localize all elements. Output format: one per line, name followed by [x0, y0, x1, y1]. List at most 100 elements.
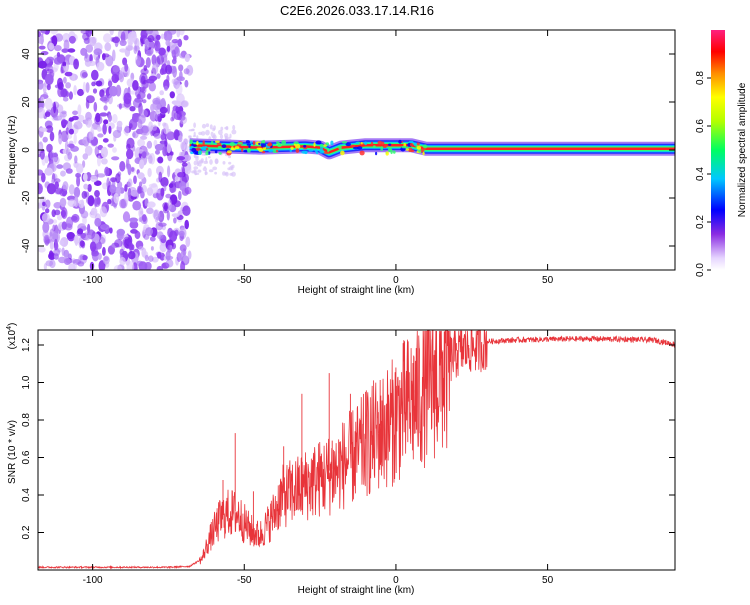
- noise-speck: [108, 114, 112, 122]
- noise-speck: [188, 163, 192, 170]
- noise-speck: [75, 172, 81, 178]
- noise-speck: [61, 119, 68, 126]
- track-blob: [303, 144, 307, 148]
- track-blob: [357, 146, 363, 150]
- track-blob: [325, 142, 330, 146]
- track-blob: [407, 147, 413, 152]
- track-blob: [262, 139, 266, 145]
- spectrogram-x-ticks: -100 -50 0 50: [83, 30, 554, 286]
- noise-speck: [209, 159, 213, 165]
- track-blob: [275, 149, 279, 153]
- noise-speck: [65, 127, 69, 135]
- noise-speck: [63, 249, 70, 258]
- noise-speck: [63, 257, 71, 265]
- noise-speck: [54, 178, 61, 183]
- noise-speck: [67, 48, 76, 53]
- snr-y-label: SNR (10 * v/v): [7, 420, 18, 484]
- noise-speck: [112, 49, 116, 62]
- track-blob: [205, 147, 209, 151]
- noise-speck: [112, 65, 120, 73]
- noise-speck: [39, 127, 48, 132]
- colorbar-tick-label: 0.4: [695, 167, 706, 181]
- noise-speck: [156, 73, 161, 79]
- noise-speck: [40, 96, 45, 103]
- noise-speck: [177, 38, 183, 48]
- track-blob: [256, 147, 262, 150]
- noise-speck: [200, 131, 206, 136]
- noise-speck: [113, 134, 117, 142]
- noise-speck: [107, 80, 113, 88]
- x-tick-label: 0: [393, 275, 399, 286]
- track-blob: [409, 140, 414, 143]
- noise-speck: [146, 140, 153, 149]
- noise-speck: [38, 183, 43, 195]
- noise-speck: [231, 171, 236, 177]
- noise-speck: [188, 129, 193, 132]
- track-blob: [267, 142, 272, 147]
- track-blob: [260, 143, 267, 148]
- noise-speck: [220, 126, 224, 131]
- track-blob: [201, 146, 206, 151]
- track-blob: [216, 142, 222, 146]
- noise-speck: [159, 106, 168, 114]
- noise-speck: [114, 239, 123, 248]
- noise-speck: [167, 165, 171, 178]
- noise-speck: [109, 184, 117, 194]
- noise-speck: [42, 82, 47, 94]
- noise-speck: [129, 217, 138, 223]
- track-blob: [227, 150, 232, 154]
- noise-speck: [45, 59, 50, 64]
- noise-speck: [205, 129, 210, 136]
- track-blob: [304, 150, 308, 155]
- noise-speck: [198, 162, 202, 167]
- noise-speck: [127, 178, 133, 188]
- noise-speck: [150, 103, 155, 112]
- noise-speck: [139, 124, 149, 136]
- track-blob: [199, 150, 202, 155]
- noise-speck: [97, 126, 102, 132]
- noise-speck: [140, 135, 148, 140]
- noise-speck: [80, 233, 87, 239]
- noise-speck: [127, 31, 137, 42]
- noise-speck: [218, 129, 223, 135]
- noise-speck: [154, 40, 161, 52]
- noise-speck: [38, 81, 44, 90]
- noise-speck: [100, 224, 109, 230]
- y-tick-label: -20: [21, 190, 32, 205]
- noise-speck: [53, 57, 63, 65]
- noise-speck: [182, 255, 189, 264]
- track-blob: [295, 143, 301, 149]
- noise-speck: [126, 261, 135, 270]
- track-blob: [246, 147, 251, 153]
- noise-speck: [100, 234, 107, 245]
- noise-speck: [51, 209, 56, 218]
- track-blob: [196, 140, 199, 146]
- noise-speck: [139, 159, 145, 170]
- track-blob: [345, 142, 352, 147]
- track-blob: [245, 140, 250, 144]
- noise-speck: [46, 84, 51, 91]
- track-blob: [340, 150, 345, 156]
- noise-speck: [89, 130, 95, 141]
- noise-speck: [165, 250, 171, 261]
- noise-speck: [164, 137, 168, 149]
- noise-speck: [82, 173, 88, 182]
- noise-speck: [202, 167, 208, 171]
- noise-speck: [79, 255, 83, 261]
- track-blob: [268, 149, 273, 153]
- noise-speck: [171, 213, 180, 218]
- noise-speck: [141, 86, 147, 94]
- noise-speck: [137, 172, 145, 180]
- noise-speck: [197, 169, 202, 173]
- noise-speck: [45, 125, 54, 133]
- noise-speck: [125, 45, 134, 51]
- noise-speck: [212, 134, 217, 140]
- noise-speck: [183, 154, 192, 162]
- noise-speck: [79, 240, 85, 248]
- noise-speck: [193, 169, 196, 174]
- noise-speck: [228, 161, 232, 165]
- noise-speck: [65, 82, 71, 89]
- noise-speck: [44, 167, 53, 176]
- noise-speck: [100, 146, 108, 158]
- noise-speck: [97, 155, 101, 167]
